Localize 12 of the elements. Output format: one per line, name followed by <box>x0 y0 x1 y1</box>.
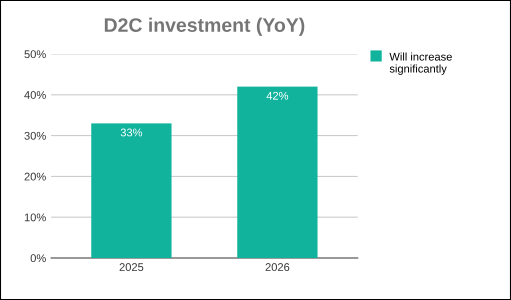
legend-label: Will increase significantly <box>389 52 452 75</box>
text: 33% <box>120 128 142 136</box>
y-tick-label: 0% <box>30 254 46 262</box>
chart-title: D2C investment (YoY) <box>104 18 304 36</box>
x-tick-label: 2026 <box>266 263 290 272</box>
x-tick-label: 2025 <box>120 263 144 272</box>
y-tick-label: 30% <box>24 132 46 140</box>
y-tick-label: 20% <box>24 172 46 181</box>
text: 42% <box>266 92 288 100</box>
y-tick-label: 50% <box>24 50 46 58</box>
y-tick-label: 10% <box>24 213 46 222</box>
y-tick-label: 40% <box>24 91 46 99</box>
